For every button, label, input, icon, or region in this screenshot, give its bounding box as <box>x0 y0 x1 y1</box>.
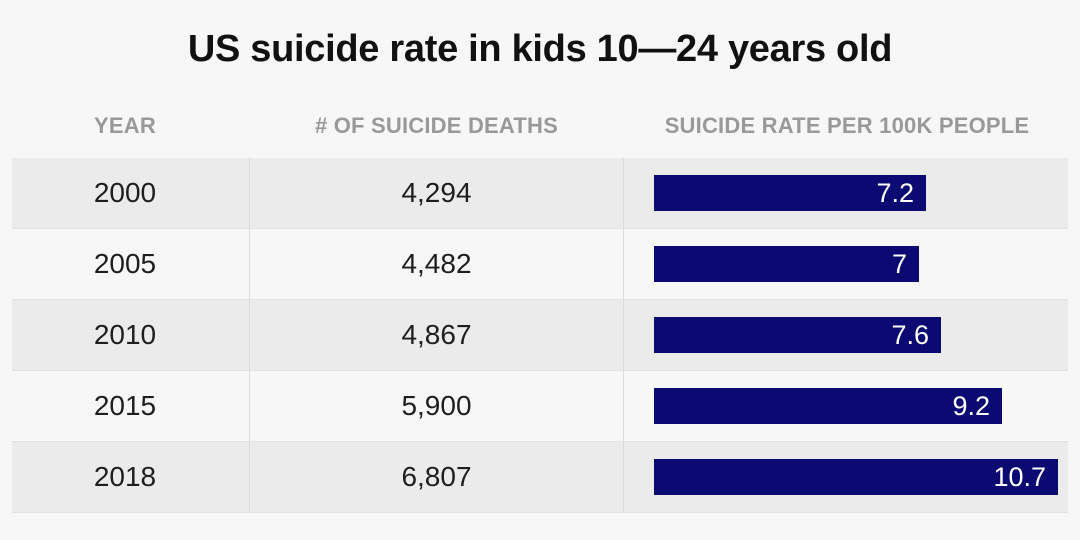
rate-bar: 7.6 <box>654 317 941 353</box>
table-row: 2010 4,867 7.6 <box>12 300 1068 371</box>
rate-value-label: 7 <box>891 249 907 279</box>
deaths-cell: 4,482 <box>401 248 472 279</box>
deaths-cell: 6,807 <box>401 461 472 492</box>
rate-bar: 7 <box>654 246 919 282</box>
column-divider <box>249 158 250 512</box>
year-cell: 2018 <box>93 461 157 492</box>
column-divider <box>623 158 624 512</box>
year-cell: 2015 <box>93 390 157 421</box>
rate-value-label: 7.6 <box>891 320 929 350</box>
data-table: 2000 4,294 7.2 2005 4,482 7 2010 4,867 7.6 2015 5,… <box>12 158 1068 513</box>
header-year: YEAR <box>94 113 156 138</box>
table-row: 2000 4,294 7.2 <box>12 158 1068 229</box>
year-cell: 2005 <box>93 248 157 279</box>
year-cell: 2010 <box>93 319 157 350</box>
table-row: 2018 6,807 10.7 <box>12 442 1068 513</box>
table-row: 2005 4,482 7 <box>12 229 1068 300</box>
header-deaths: # OF SUICIDE DEATHS <box>315 113 558 138</box>
rate-value-label: 7.2 <box>876 178 914 208</box>
deaths-cell: 4,867 <box>401 319 472 350</box>
header-rate: SUICIDE RATE PER 100K PEOPLE <box>664 113 1030 138</box>
year-cell: 2000 <box>93 177 157 208</box>
rate-bar: 9.2 <box>654 388 1002 424</box>
deaths-cell: 5,900 <box>401 390 472 421</box>
rate-bar: 7.2 <box>654 175 926 211</box>
table-row: 2015 5,900 9.2 <box>12 371 1068 442</box>
rate-value-label: 9.2 <box>952 391 990 421</box>
deaths-cell: 4,294 <box>401 177 472 208</box>
rate-bar: 10.7 <box>654 459 1058 495</box>
rate-value-label: 10.7 <box>993 462 1046 492</box>
chart-title: US suicide rate in kids 10—24 years old <box>187 28 893 70</box>
